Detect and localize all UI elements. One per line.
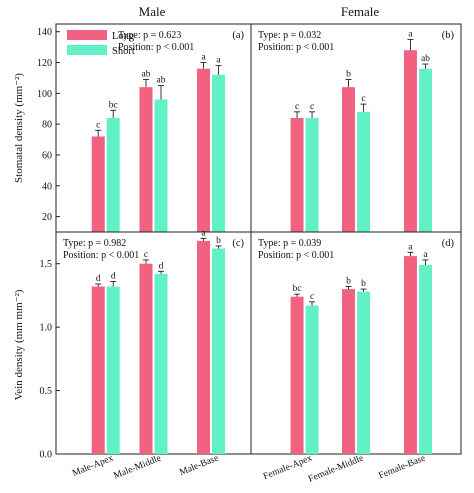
- significance-letter: d: [96, 274, 101, 284]
- panel-letter: (d): [442, 238, 455, 249]
- significance-letter: a: [216, 56, 221, 66]
- stat-line: Type: p = 0.982: [63, 238, 126, 249]
- stat-line: Position: p < 0.001: [118, 42, 194, 53]
- y-tick-label: 80: [42, 120, 52, 131]
- bar-long: [403, 50, 417, 232]
- panel-a: 20 40 60 80 100 120 140 Type: p = 0.623Position…: [37, 23, 252, 233]
- stat-line: Type: p = 0.032: [258, 30, 321, 41]
- bar-short: [212, 74, 226, 232]
- y-tick-label: 0.5: [40, 386, 53, 397]
- stat-line: Type: p = 0.039: [258, 238, 321, 249]
- bar-short: [154, 99, 168, 232]
- bar-short: [106, 117, 120, 232]
- stat-line: Type: p = 0.623: [118, 30, 181, 41]
- stat-line: Position: p < 0.001: [258, 42, 334, 53]
- legend: Long Short: [67, 30, 135, 57]
- bar-long: [139, 87, 153, 232]
- bar-short: [418, 264, 432, 454]
- significance-letter: c: [144, 250, 148, 260]
- bar-long: [290, 117, 304, 232]
- bar-short: [305, 305, 319, 454]
- y-tick-label: 140: [37, 27, 52, 38]
- bar-long: [403, 256, 417, 454]
- panel-letter: (a): [232, 30, 244, 41]
- significance-letter: c: [96, 120, 100, 130]
- legend-label-short: Short: [112, 46, 135, 57]
- bar-long: [91, 136, 105, 232]
- significance-letter: c: [295, 102, 299, 112]
- category-label: Female-Base: [377, 454, 427, 482]
- y-tick-label: 40: [42, 181, 52, 192]
- stat-line: Position: p < 0.001: [258, 250, 334, 261]
- significance-letter: c: [310, 292, 314, 302]
- significance-letter: d: [159, 261, 164, 271]
- significance-letter: a: [423, 250, 428, 260]
- significance-letter: c: [361, 94, 365, 104]
- y-axis-label-vein: Vein density (mm mm⁻²): [13, 289, 25, 400]
- panel-letter: (c): [232, 238, 244, 249]
- bar-short: [154, 273, 168, 454]
- category-label: Male-Base: [178, 454, 220, 479]
- y-tick-label: 1.0: [40, 323, 53, 334]
- legend-swatch-short: [67, 45, 107, 55]
- bar-short: [106, 286, 120, 454]
- bar-short: [212, 248, 226, 454]
- y-tick-label: 60: [42, 150, 52, 161]
- y-tick-label: 100: [37, 89, 52, 100]
- significance-letter: d: [111, 271, 116, 281]
- significance-letter: a: [201, 53, 206, 63]
- significance-letter: c: [310, 102, 314, 112]
- bar-long: [342, 289, 355, 454]
- y-axis-label-stomatal: Stomatal density (mm⁻²): [13, 73, 25, 183]
- column-title-male: Male: [139, 4, 166, 19]
- significance-letter: a: [408, 29, 413, 39]
- panel-frame: [250, 231, 462, 455]
- significance-letter: bc: [109, 100, 118, 110]
- column-title-female: Female: [341, 4, 379, 19]
- legend-swatch-long: [67, 30, 107, 40]
- bar-long: [197, 240, 211, 454]
- significance-letter: b: [346, 277, 351, 287]
- category-label: Female-Apex: [262, 453, 314, 482]
- bar-long: [290, 296, 304, 454]
- bar-long: [91, 286, 105, 454]
- bar-long: [197, 68, 211, 232]
- significance-letter: ab: [142, 69, 151, 79]
- significance-letter: bc: [293, 284, 302, 294]
- bar-short: [305, 117, 319, 232]
- category-label: Female-Middle: [307, 454, 365, 485]
- y-tick-label: 20: [42, 212, 52, 223]
- bar-long: [342, 87, 355, 232]
- category-label: Male-Middle: [112, 454, 162, 482]
- significance-letter: ab: [157, 76, 166, 86]
- significance-letter: b: [216, 236, 221, 246]
- y-tick-label: 120: [37, 58, 52, 69]
- category-label: Male-Apex: [71, 453, 115, 479]
- legend-label-long: Long: [112, 31, 135, 42]
- y-tick-label: 1.5: [40, 259, 53, 270]
- significance-letter: b: [361, 279, 366, 289]
- significance-letter: b: [346, 69, 351, 79]
- bar-short: [357, 111, 370, 232]
- bar-short: [357, 291, 370, 454]
- panel-letter: (b): [442, 30, 455, 41]
- significance-letter: ab: [421, 54, 430, 64]
- bar-long: [139, 263, 153, 454]
- significance-letter: a: [408, 242, 413, 252]
- y-tick-label: 0.0: [40, 450, 53, 461]
- stat-line: Position: p < 0.001: [63, 250, 139, 261]
- significance-letter: a: [201, 228, 206, 238]
- bar-short: [418, 68, 432, 232]
